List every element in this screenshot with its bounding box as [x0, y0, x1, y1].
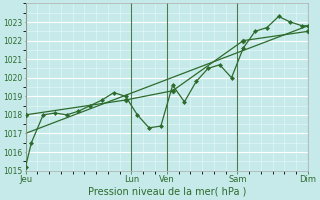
X-axis label: Pression niveau de la mer( hPa ): Pression niveau de la mer( hPa )	[88, 187, 246, 197]
